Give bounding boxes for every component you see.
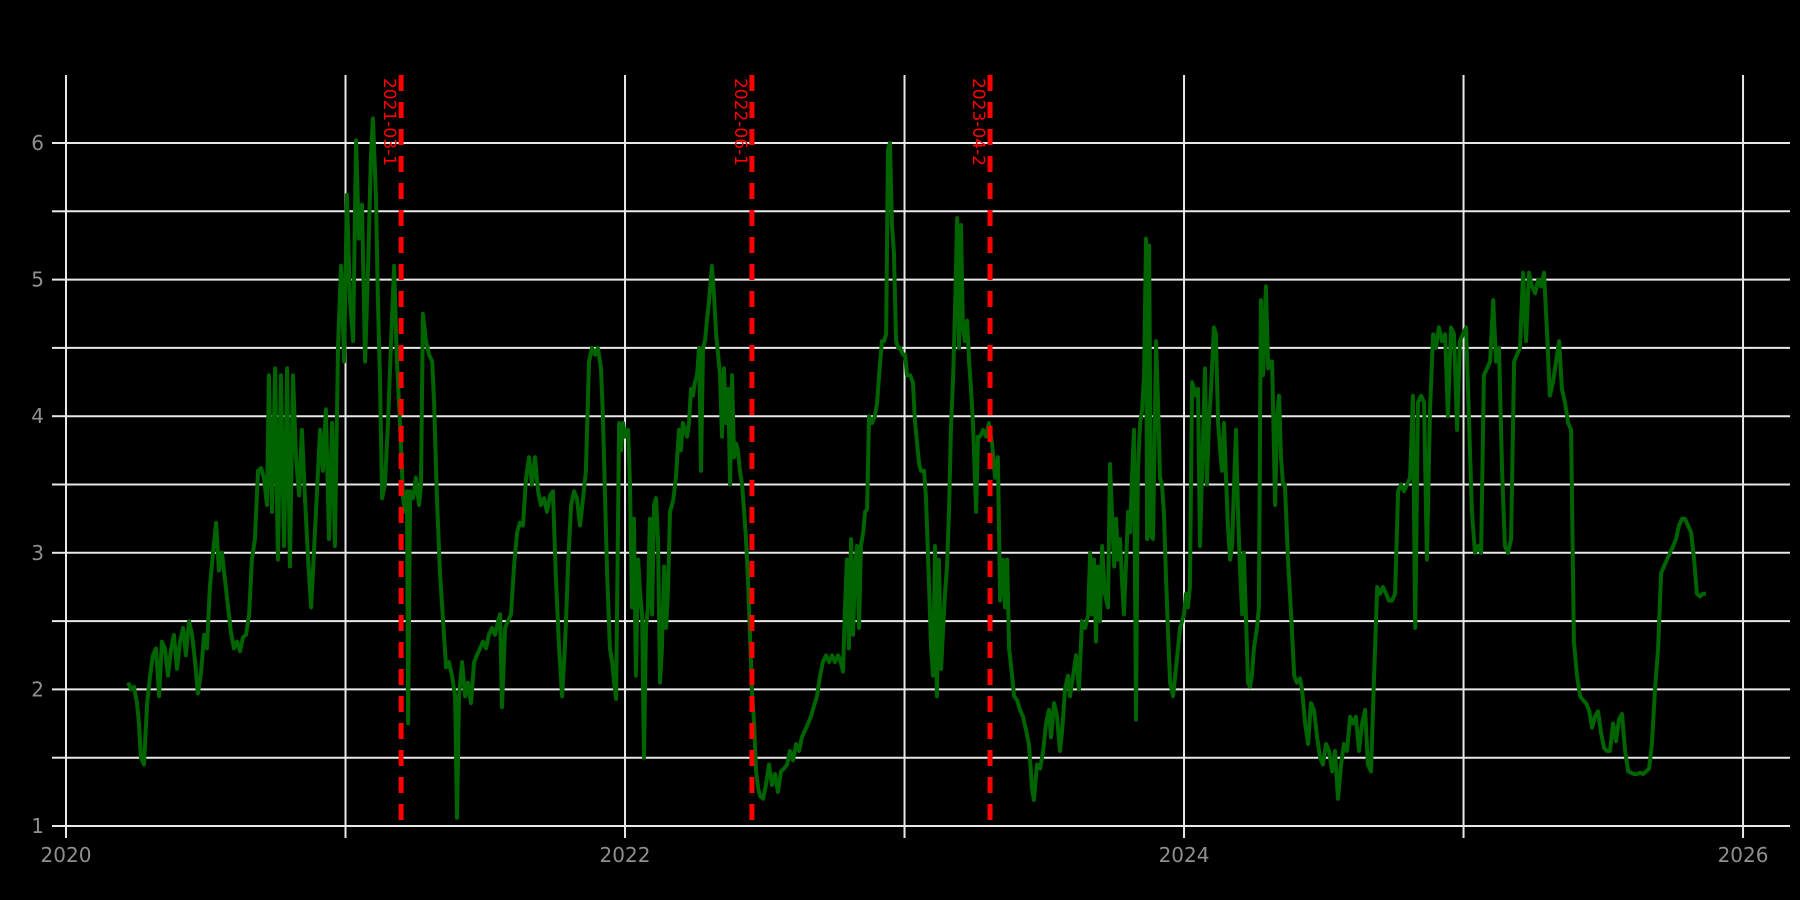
- event-line-label: 2023-04-2: [968, 78, 988, 166]
- x-tick-label: 2024: [1159, 843, 1210, 867]
- event-lines: 2021-03-1 2022-06-1 2023-04-2: [379, 75, 993, 826]
- x-tick-label: 2022: [600, 843, 651, 867]
- x-tick-label: 2020: [41, 843, 92, 867]
- y-tick-label: 5: [31, 268, 44, 292]
- y-tick-label: 1: [31, 814, 44, 838]
- y-tick-label: 2: [31, 677, 44, 701]
- event-line-label: 2022-06-1: [730, 78, 750, 166]
- y-tick-label: 6: [31, 131, 44, 155]
- axes: 1 2 3 4 5 6 2020 2022 2024 2026: [31, 75, 1790, 867]
- series-line: [126, 116, 1707, 820]
- x-tick-label: 2026: [1718, 843, 1769, 867]
- series: [126, 116, 1707, 820]
- y-tick-label: 4: [31, 404, 44, 428]
- y-tick-label: 3: [31, 541, 44, 565]
- event-line-label: 2021-03-1: [379, 78, 399, 166]
